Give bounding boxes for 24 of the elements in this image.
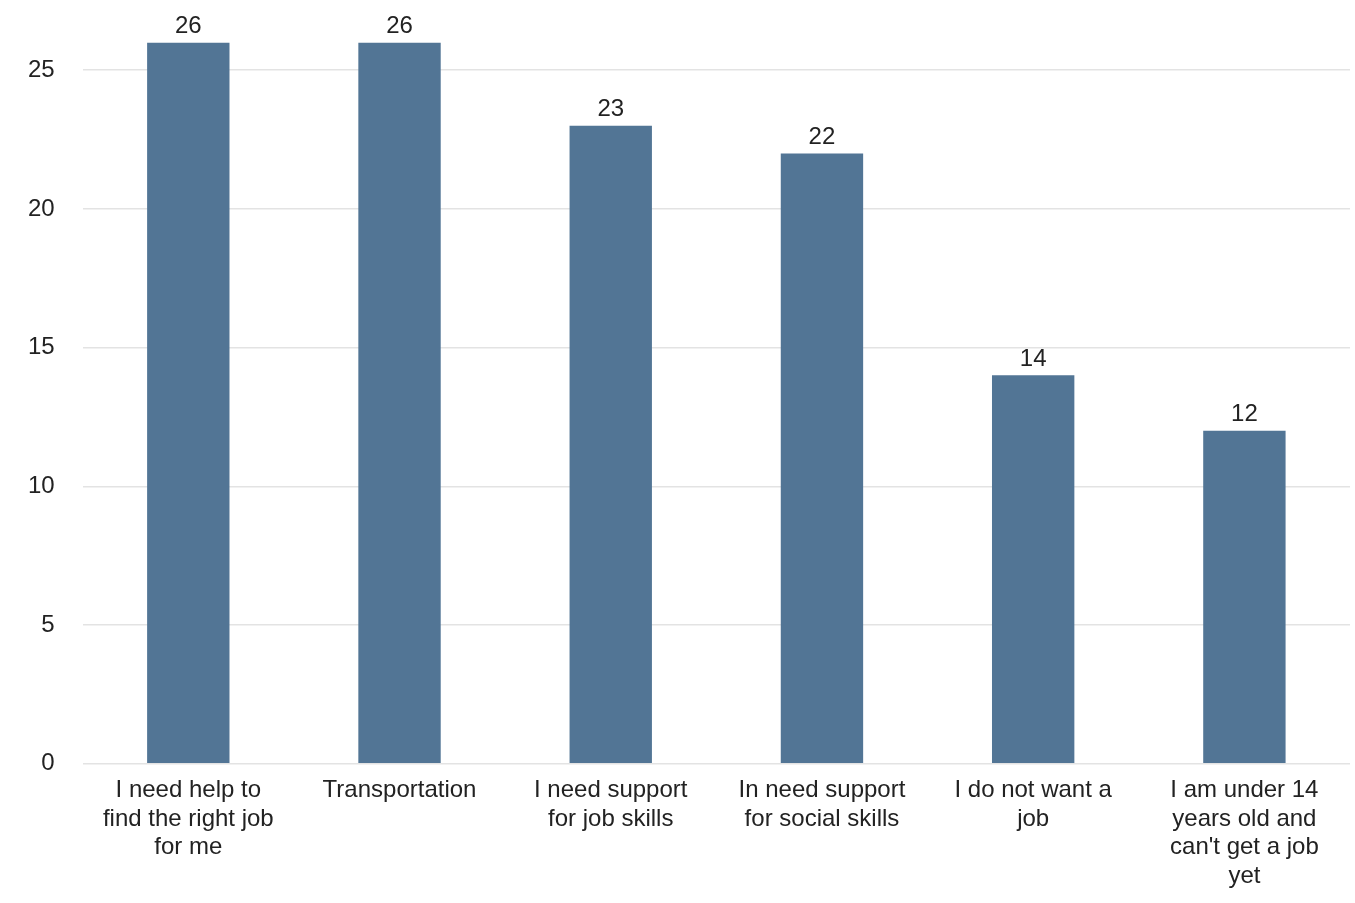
y-tick-label: 15	[27, 332, 55, 360]
bar	[1203, 430, 1286, 764]
bar	[780, 153, 864, 764]
y-tick-label: 10	[27, 470, 55, 498]
bar	[991, 375, 1075, 764]
data-label: 26	[386, 11, 413, 39]
x-tick-label: I need help to find the right job for me	[102, 774, 274, 860]
x-tick-label: I need support for job skills	[534, 774, 688, 831]
bar	[358, 42, 441, 764]
y-tick-label: 25	[27, 54, 55, 82]
data-label: 14	[1019, 343, 1047, 371]
data-label: 26	[174, 11, 202, 39]
data-label: 22	[808, 122, 836, 150]
data-label: 23	[597, 94, 625, 122]
y-tick-label: 0	[41, 748, 55, 776]
bar	[147, 42, 230, 764]
x-tick-label: In need support for social skills	[738, 774, 906, 831]
x-tick-label: I do not want a job	[954, 774, 1113, 831]
y-tick-label: 5	[41, 609, 55, 637]
data-label: 12	[1231, 399, 1258, 427]
x-tick-label: Transportation	[322, 774, 477, 802]
bar	[569, 125, 652, 764]
y-tick-label: 20	[27, 193, 55, 221]
x-tick-label: I am under 14 years old and can't get a job yet	[1170, 774, 1319, 889]
